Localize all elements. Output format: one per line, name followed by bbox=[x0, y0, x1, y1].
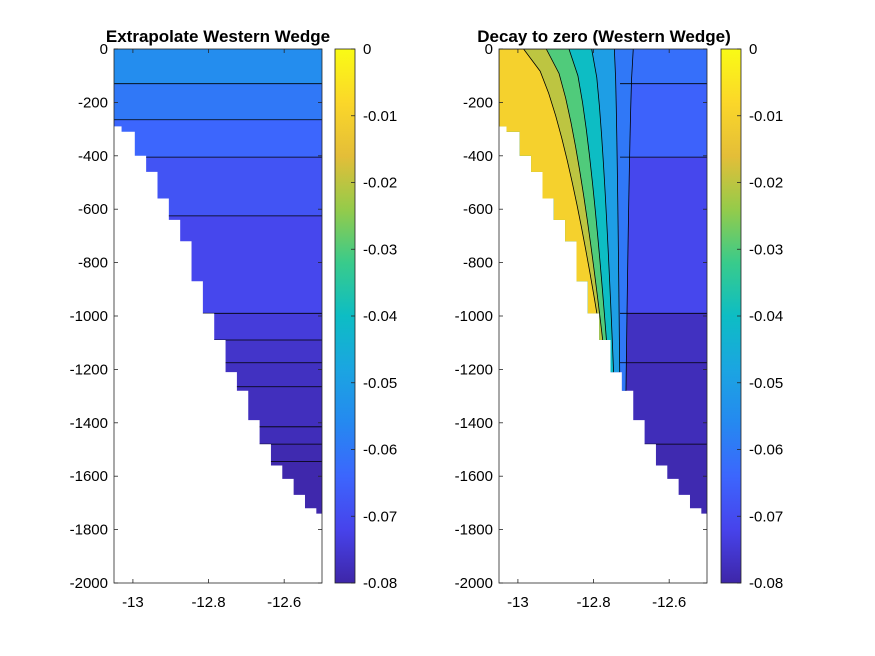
y-tick-label: -1600 bbox=[455, 468, 493, 485]
contour-band bbox=[114, 49, 322, 84]
colorbar-tick-label: -0.02 bbox=[363, 175, 397, 192]
colorbar-tick-label: -0.04 bbox=[749, 308, 783, 325]
y-tick-label: -1200 bbox=[455, 361, 493, 378]
contour-band bbox=[114, 340, 322, 363]
contour-band bbox=[114, 461, 322, 514]
y-tick-label: -400 bbox=[463, 148, 493, 165]
left-plot-area bbox=[114, 49, 322, 514]
colorbar-tick-label: -0.08 bbox=[363, 575, 397, 592]
y-tick-label: -1200 bbox=[70, 361, 108, 378]
colorbar-tick-label: -0.03 bbox=[749, 241, 783, 258]
colorbar-tick-label: -0.04 bbox=[363, 308, 397, 325]
x-tick-label: -12.6 bbox=[267, 594, 301, 611]
contour-band bbox=[114, 83, 322, 120]
contour-band bbox=[499, 362, 707, 445]
y-tick-label: -1800 bbox=[70, 522, 108, 539]
y-tick-label: 0 bbox=[100, 41, 108, 58]
right-y-axis: 0 -200 -400 -600 -800 -1000 -1200 -1400 -1600 -18… bbox=[455, 41, 707, 592]
y-tick-label: -400 bbox=[78, 148, 108, 165]
left-panel: Extrapolate Western Wedge 0-200-400-600-… bbox=[70, 27, 398, 611]
contour-band bbox=[114, 313, 322, 341]
contour-band bbox=[114, 215, 322, 314]
colorbar-tick-label: -0.05 bbox=[363, 375, 397, 392]
y-tick-label: -800 bbox=[78, 255, 108, 272]
y-tick-label: -600 bbox=[463, 201, 493, 218]
contour-band bbox=[114, 119, 322, 158]
left-colorbar: 0 -0.01 -0.02 -0.03 -0.04 -0.05 -0.06 -0.07 -0.0… bbox=[334, 41, 397, 592]
y-tick-label: -200 bbox=[78, 94, 108, 111]
colorbar-tick-label: -0.06 bbox=[749, 442, 783, 459]
y-tick-label: 0 bbox=[485, 41, 493, 58]
colorbar-tick-label: -0.02 bbox=[749, 175, 783, 192]
x-tick-label: -12.8 bbox=[191, 594, 225, 611]
right-chart-title: Decay to zero (Western Wedge) bbox=[477, 27, 731, 46]
x-tick-label: -12.8 bbox=[576, 594, 610, 611]
right-panel: Decay to zero (Western Wedge) 0-200-400-… bbox=[455, 27, 784, 611]
contour-band bbox=[114, 362, 322, 387]
right-x-axis: -13 -12.8 -12.6 bbox=[507, 49, 686, 611]
y-tick-label: -1400 bbox=[455, 415, 493, 432]
y-tick-label: -1800 bbox=[455, 522, 493, 539]
left-y-axis: 0 -200 -400 -600 -800 -1000 -1200 -1400 -1600 -18… bbox=[70, 41, 322, 592]
colorbar-tick-label: 0 bbox=[749, 41, 757, 58]
x-tick-label: -13 bbox=[122, 594, 144, 611]
y-tick-label: -600 bbox=[78, 201, 108, 218]
y-tick-label: -800 bbox=[463, 255, 493, 272]
colorbar-tick-label: -0.05 bbox=[749, 375, 783, 392]
colorbar-tick-label: -0.08 bbox=[749, 575, 783, 592]
colorbar-tick-label: -0.01 bbox=[363, 108, 397, 125]
y-tick-label: -1000 bbox=[455, 308, 493, 325]
y-tick-label: -2000 bbox=[455, 575, 493, 592]
colorbar-tick-label: -0.03 bbox=[363, 241, 397, 258]
left-x-axis: -13 -12.8 -12.6 bbox=[122, 49, 301, 611]
y-tick-label: -1600 bbox=[70, 468, 108, 485]
contour-band bbox=[114, 444, 322, 462]
right-colorbar: 0 -0.01 -0.02 -0.03 -0.04 -0.05 -0.06 -0.07 -0.0… bbox=[720, 41, 783, 592]
colorbar-tick-label: -0.01 bbox=[749, 108, 783, 125]
colorbar-tick-label: -0.06 bbox=[363, 442, 397, 459]
contour-band bbox=[114, 386, 322, 427]
right-plot-area bbox=[499, 49, 707, 514]
y-tick-label: -1000 bbox=[70, 308, 108, 325]
y-tick-label: -2000 bbox=[70, 575, 108, 592]
x-tick-label: -12.6 bbox=[652, 594, 686, 611]
colorbar-tick-label: 0 bbox=[363, 41, 371, 58]
contour-band bbox=[499, 444, 707, 514]
contour-band bbox=[114, 426, 322, 445]
x-tick-label: -13 bbox=[507, 594, 529, 611]
colorbar-tick-label: -0.07 bbox=[363, 508, 397, 525]
contour-band bbox=[114, 157, 322, 216]
y-tick-label: -200 bbox=[463, 94, 493, 111]
left-chart-title: Extrapolate Western Wedge bbox=[106, 27, 330, 46]
y-tick-label: -1400 bbox=[70, 415, 108, 432]
colorbar-tick-label: -0.07 bbox=[749, 508, 783, 525]
